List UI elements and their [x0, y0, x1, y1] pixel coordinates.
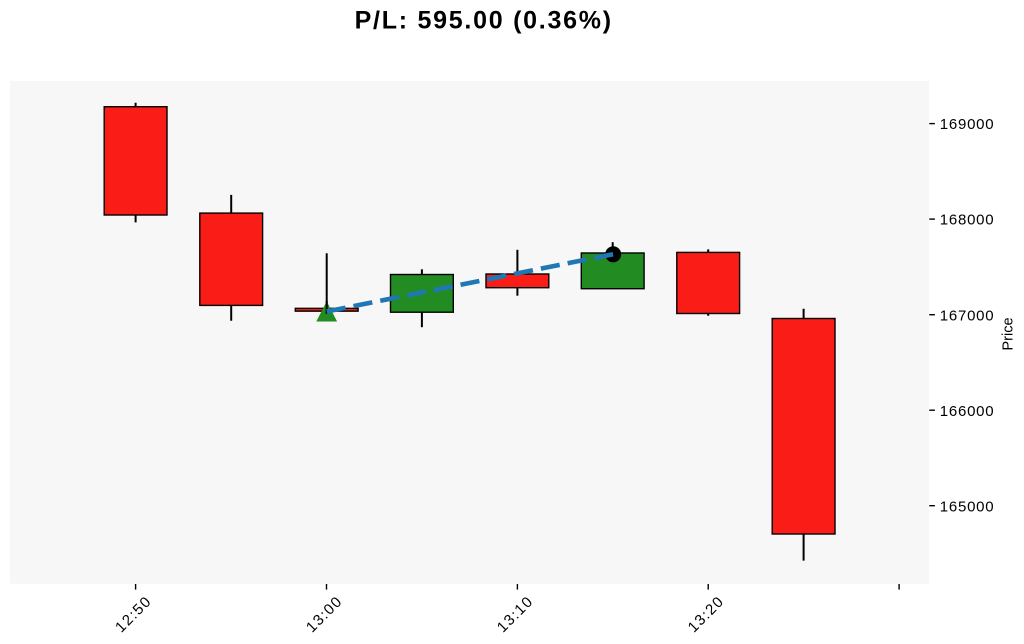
svg-text:166000: 166000 — [940, 403, 995, 420]
svg-text:168000: 168000 — [940, 212, 995, 229]
svg-text:169000: 169000 — [940, 116, 995, 133]
svg-text:Price: Price — [1001, 317, 1017, 350]
svg-text:P/L: 595.00 (0.36%): P/L: 595.00 (0.36%) — [355, 6, 613, 34]
svg-text:165000: 165000 — [940, 498, 995, 515]
svg-text:167000: 167000 — [940, 307, 995, 324]
